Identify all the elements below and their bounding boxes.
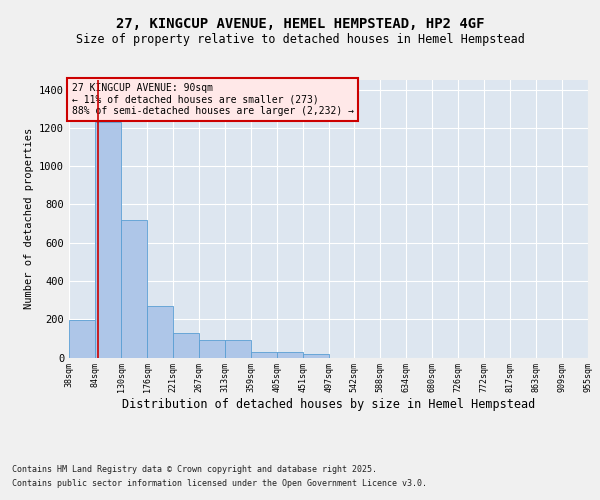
Bar (95, 122, 121, 358)
Bar (121, 220, 147, 358)
Bar (173, 333, 199, 357)
Bar (147, 306, 173, 358)
Text: Contains public sector information licensed under the Open Government Licence v3: Contains public sector information licen… (12, 479, 427, 488)
Bar (69, 320, 95, 358)
Bar (303, 354, 329, 358)
Text: 27 KINGCUP AVENUE: 90sqm
← 11% of detached houses are smaller (273)
88% of semi-: 27 KINGCUP AVENUE: 90sqm ← 11% of detach… (71, 83, 353, 116)
Y-axis label: Number of detached properties: Number of detached properties (23, 128, 34, 310)
Bar (224, 340, 251, 357)
Text: 27, KINGCUP AVENUE, HEMEL HEMPSTEAD, HP2 4GF: 27, KINGCUP AVENUE, HEMEL HEMPSTEAD, HP2… (116, 18, 484, 32)
Bar (251, 352, 277, 358)
Text: Size of property relative to detached houses in Hemel Hempstead: Size of property relative to detached ho… (76, 32, 524, 46)
Bar (277, 352, 303, 358)
Bar (199, 340, 224, 357)
Text: Contains HM Land Registry data © Crown copyright and database right 2025.: Contains HM Land Registry data © Crown c… (12, 466, 377, 474)
X-axis label: Distribution of detached houses by size in Hemel Hempstead: Distribution of detached houses by size … (122, 398, 535, 411)
